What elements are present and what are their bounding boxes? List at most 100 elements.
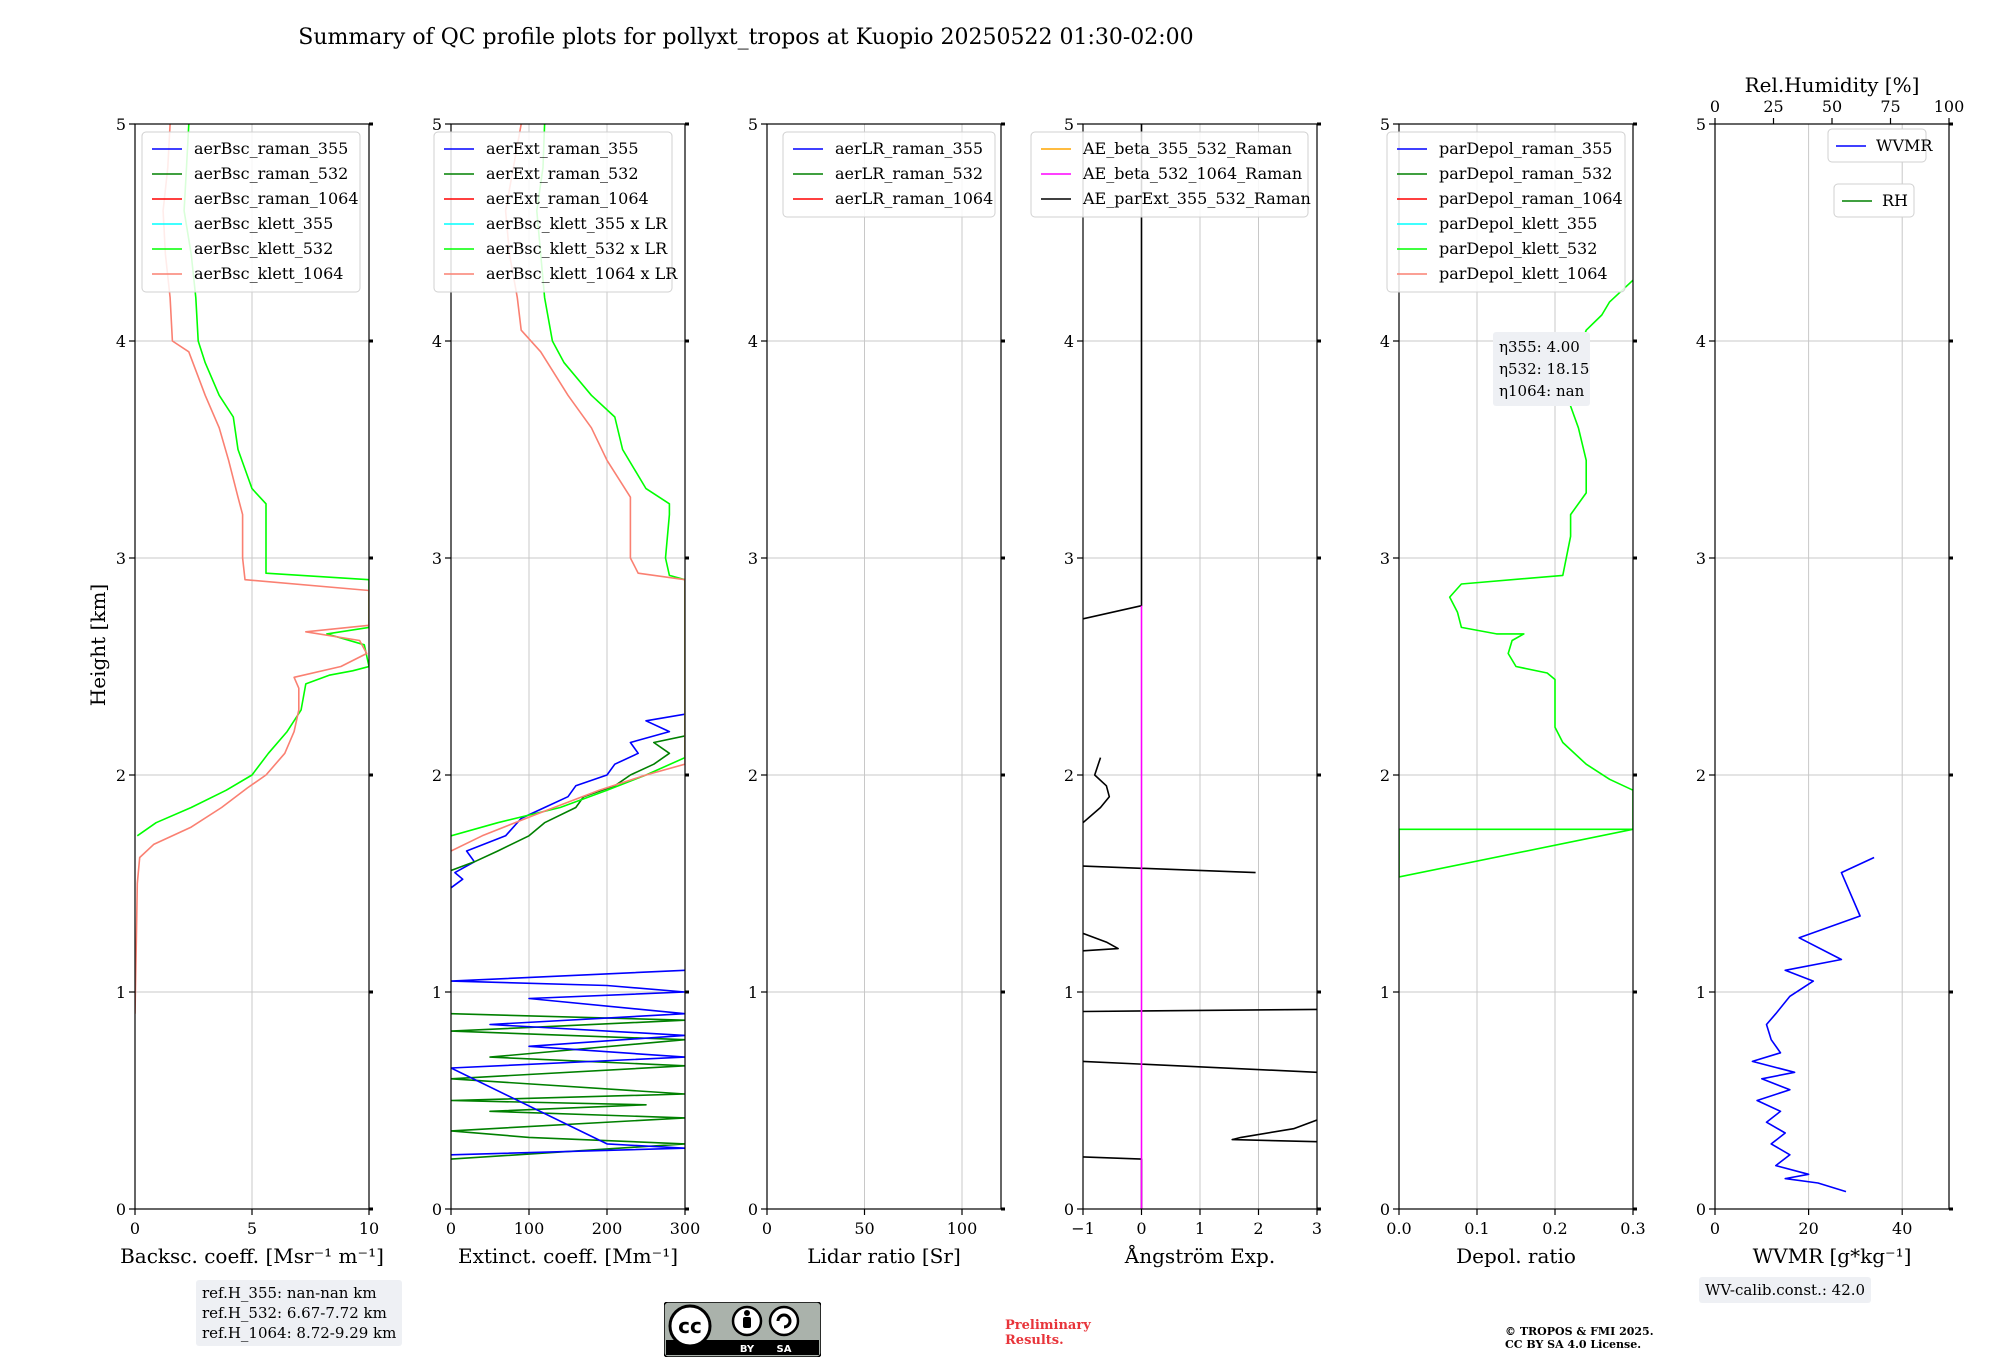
- legend-entry: aerLR_raman_532: [835, 164, 983, 183]
- x-tick-label: 3: [1312, 1219, 1322, 1238]
- legend-entry: aerBsc_raman_1064: [194, 189, 359, 208]
- y-tick-label: 0: [748, 1200, 758, 1219]
- legend: parDepol_raman_355 parDepol_raman_532 parD…: [1386, 131, 1626, 293]
- x-tick-label: 0.2: [1542, 1219, 1567, 1238]
- x-tick-label: 0: [130, 1219, 140, 1238]
- y-tick-label: 2: [1064, 766, 1074, 785]
- y-tick-label: 3: [1380, 549, 1390, 568]
- series-line-aerExt_raman_355: [451, 713, 685, 889]
- plot-area: [1399, 279, 1633, 878]
- x2-tick-label: 0: [1710, 97, 1720, 116]
- y-tick-label: 2: [1380, 766, 1390, 785]
- cc-by-sa-logo: cc BY SA: [664, 1302, 821, 1357]
- x2-tick-label: 75: [1880, 97, 1900, 116]
- axes-frame: [1398, 123, 1634, 1210]
- legend-entry: aerBsc_klett_355 x LR: [486, 214, 668, 233]
- x-tick-label: 2: [1253, 1219, 1263, 1238]
- axes-frame: [1714, 123, 1950, 1210]
- y-tick-label: 5: [1696, 115, 1706, 134]
- y-tick-label: 0: [1064, 1200, 1074, 1219]
- x-tick-label: 0.0: [1386, 1219, 1411, 1238]
- legend-entry: aerExt_raman_1064: [486, 189, 649, 208]
- series-line-aerBsc_klett_532: [136, 124, 369, 837]
- svg-text:cc: cc: [678, 1314, 702, 1338]
- y-tick-label: 5: [748, 115, 758, 134]
- x-axis-label: Depol. ratio: [1456, 1244, 1576, 1268]
- x-tick-label: 1: [1195, 1219, 1205, 1238]
- y-tick-label: 0: [1380, 1200, 1390, 1219]
- y-tick-label: 4: [1380, 332, 1390, 351]
- x-tick-label: 0.1: [1464, 1219, 1489, 1238]
- series-line-ae-parext-1: [1083, 757, 1111, 824]
- panel-1: 0 1 2 3 4 5 0 5 10 Backsc. coeff. [Msr⁻¹ m⁻¹] aerB…: [116, 115, 384, 1268]
- y-tick-label: 2: [116, 766, 126, 785]
- axes-frame: [766, 123, 1002, 1210]
- y-tick-label: 4: [1696, 332, 1706, 351]
- copyright-note: © TROPOS & FMI 2025. CC BY SA 4.0 Licens…: [1505, 1325, 1654, 1351]
- legend-entry: aerBsc_raman_532: [194, 164, 348, 183]
- legend-entry: parDepol_raman_1064: [1439, 189, 1623, 208]
- y-tick-label: 3: [432, 549, 442, 568]
- y-tick-label: 0: [432, 1200, 442, 1219]
- y-tick-label: 5: [432, 115, 442, 134]
- legend-entry: aerBsc_klett_355: [194, 214, 333, 233]
- series-line-ae-parext-3: [1083, 932, 1119, 952]
- legend-entry: AE_beta_355_532_Raman: [1082, 139, 1292, 158]
- series-line-ae-parext-2: [1083, 865, 1256, 874]
- y-tick-label: 2: [432, 766, 442, 785]
- eta-line: η532: 18.15: [1499, 360, 1589, 378]
- x2-tick-label: 100: [1934, 97, 1965, 116]
- y-tick-label: 1: [1380, 983, 1390, 1002]
- y-tick-label: 0: [1696, 1200, 1706, 1219]
- legend: WVMR: [1827, 128, 1933, 163]
- x-tick-label: 0: [1136, 1219, 1146, 1238]
- legend: RH: [1833, 183, 1915, 218]
- legend: AE_beta_355_532_Raman AE_beta_532_1064_Ra…: [1030, 131, 1311, 218]
- y-tick-label: 4: [748, 332, 758, 351]
- x-tick-label: −1: [1071, 1219, 1095, 1238]
- figure-title: Summary of QC profile plots for pollyxt_…: [298, 25, 1193, 50]
- legend-entry: aerLR_raman_355: [835, 139, 983, 158]
- x2-axis-label: Rel.Humidity [%]: [1745, 73, 1920, 97]
- eta-line: η355: 4.00: [1499, 338, 1580, 356]
- x-axis-label: WVMR [g*kg⁻¹]: [1753, 1244, 1912, 1268]
- x-tick-label: 40: [1892, 1219, 1912, 1238]
- series-line-ae-parext-5: [1083, 1060, 1317, 1074]
- legend-entry: aerBsc_klett_532 x LR: [486, 239, 668, 258]
- series-line-ae-parext-6: [1231, 1119, 1317, 1143]
- cc-icon: [668, 1304, 712, 1348]
- x-tick-label: 10: [359, 1219, 379, 1238]
- legend-entry: AE_parExt_355_532_Raman: [1082, 189, 1311, 208]
- y-tick-label: 2: [1696, 766, 1706, 785]
- y-tick-label: 4: [1064, 332, 1074, 351]
- series-line-parDepol_klett_532: [1399, 279, 1633, 878]
- refh-355: ref.H_355: nan-nan km: [202, 1284, 377, 1302]
- svg-text:SA: SA: [777, 1344, 792, 1355]
- y-tick-label: 5: [1380, 115, 1390, 134]
- legend: aerBsc_raman_355 aerBsc_raman_532 aerBsc_r…: [141, 131, 361, 293]
- legend-entry: parDepol_klett_532: [1439, 239, 1597, 258]
- x-axis-label: Backsc. coeff. [Msr⁻¹ m⁻¹]: [120, 1244, 384, 1268]
- y-tick-label: 4: [116, 332, 126, 351]
- legend-entry: aerBsc_raman_355: [194, 139, 348, 158]
- x-tick-label: 0: [446, 1219, 456, 1238]
- series-line-WVMR: [1751, 856, 1875, 1193]
- x-axis-label: Ångström Exp.: [1124, 1243, 1275, 1268]
- legend-entry: RH: [1882, 191, 1908, 210]
- y-tick-label: 3: [116, 549, 126, 568]
- series-line-aerExt_raman_532: [451, 735, 685, 872]
- legend-entry: aerLR_raman_1064: [835, 189, 993, 208]
- panel-5: 0 1 2 3 4 5 0.0 0.1 0.2 0.3 Depol. ratio parDepol_r…: [1380, 115, 1646, 1268]
- x-tick-label: 0: [1710, 1219, 1720, 1238]
- y-tick-label: 5: [116, 115, 126, 134]
- x-tick-label: 0: [762, 1219, 772, 1238]
- legend-entry: parDepol_klett_1064: [1439, 264, 1608, 283]
- x-tick-label: 100: [947, 1219, 978, 1238]
- y-tick-label: 1: [432, 983, 442, 1002]
- series-line-aerExt_raman_532-low: [451, 1012, 685, 1160]
- x-tick-label: 20: [1798, 1219, 1818, 1238]
- x-tick-label: 300: [670, 1219, 701, 1238]
- y-tick-label: 3: [1696, 549, 1706, 568]
